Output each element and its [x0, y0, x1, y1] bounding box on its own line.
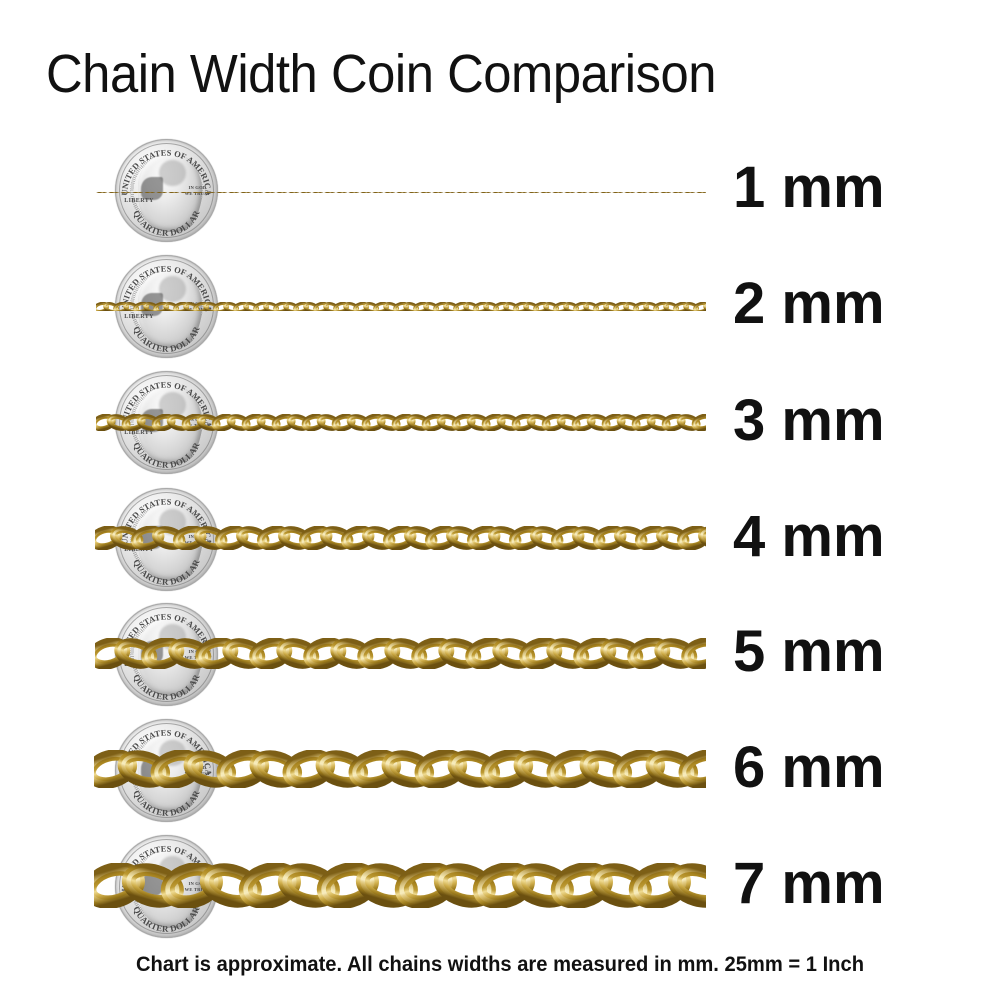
gold-curb-chain [94, 750, 706, 788]
coin-liberty: LIBERTY [124, 429, 154, 436]
gold-curb-chain [95, 637, 706, 669]
washington-bust [137, 153, 202, 232]
chain-links [94, 862, 706, 908]
svg-text:QUARTER DOLLAR: QUARTER DOLLAR [131, 440, 201, 469]
chain-size-label: 3 mm [733, 388, 885, 453]
washington-bust [137, 502, 202, 581]
gold-curb-chain [94, 862, 706, 908]
chain-size-label: 7 mm [733, 851, 885, 916]
coin-liberty: LIBERTY [124, 546, 154, 553]
coin-liberty: LIBERTY [124, 313, 154, 320]
gold-curb-chain [95, 526, 706, 550]
footer-note: Chart is approximate. All chains widths … [135, 953, 865, 976]
coin-liberty: LIBERTY [124, 197, 154, 204]
svg-text:QUARTER DOLLAR: QUARTER DOLLAR [131, 904, 201, 933]
chain-size-label: 4 mm [733, 504, 885, 569]
gold-curb-chain [96, 413, 706, 431]
chain-size-label: 6 mm [733, 735, 885, 800]
coin-legends: UNITED STATES OF AMERICA QUARTER DOLLAR [119, 147, 213, 238]
svg-text:QUARTER DOLLAR: QUARTER DOLLAR [131, 324, 201, 353]
chain-size-label: 5 mm [733, 619, 885, 684]
coin-motto: IN GOD WE TRUST [184, 881, 211, 892]
chain-links [95, 637, 706, 669]
quarter-coin: UNITED STATES OF AMERICA QUARTER DOLLAR … [115, 139, 218, 242]
svg-text:QUARTER DOLLAR: QUARTER DOLLAR [131, 208, 201, 237]
svg-text:QUARTER DOLLAR: QUARTER DOLLAR [131, 788, 201, 817]
chain-links [95, 526, 706, 550]
chain-size-label: 2 mm [733, 271, 885, 336]
coin-rim [118, 142, 215, 239]
chain-links [96, 413, 706, 431]
chain-links [96, 191, 706, 193]
page-title: Chain Width Coin Comparison [46, 44, 717, 104]
chain-links [96, 301, 706, 311]
gold-curb-chain [96, 186, 706, 193]
chain-size-label: 1 mm [733, 155, 885, 220]
gold-curb-chain [96, 300, 706, 311]
svg-text:QUARTER DOLLAR: QUARTER DOLLAR [131, 672, 201, 701]
coin-motto: IN GOD WE TRUST [184, 185, 211, 196]
chain-links [94, 750, 706, 788]
svg-text:QUARTER DOLLAR: QUARTER DOLLAR [131, 557, 201, 586]
